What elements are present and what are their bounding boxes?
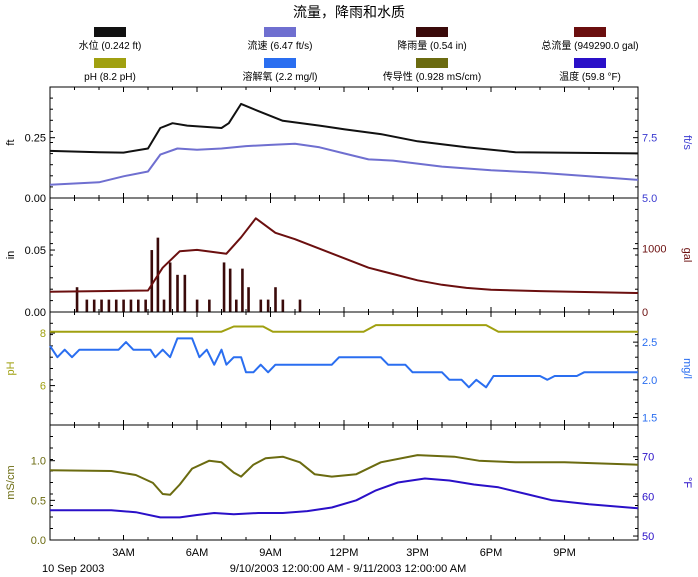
left-axis-label: pH — [5, 361, 17, 375]
legend-label: 总流量 (949290.0 gal) — [541, 39, 638, 52]
rain-bar — [162, 299, 166, 312]
rain-bar — [259, 299, 263, 312]
rain-bar — [266, 299, 270, 312]
legend-label: 流速 (6.47 ft/s) — [247, 39, 312, 52]
rain-bar — [85, 299, 89, 312]
date-label: 10 Sep 2003 — [42, 563, 104, 575]
right-tick-label: 60 — [642, 491, 654, 503]
left-tick-label: 0.05 — [25, 245, 46, 257]
right-tick-label: 1000 — [642, 244, 666, 256]
left-axis-label: in — [5, 251, 17, 260]
chart-title: 流量，降雨和水质 — [293, 4, 405, 20]
left-tick-label: 8 — [40, 328, 46, 340]
rain-bar — [100, 299, 103, 312]
legend-label: 温度 (59.8 °F) — [559, 70, 621, 83]
legend: 水位 (0.242 ft) 流速 (6.47 ft/s) 降雨量 (0.54 in)… — [79, 27, 639, 83]
range-label: 9/10/2003 12:00:00 AM - 9/11/2003 12:00:… — [230, 563, 466, 575]
legend-swatch — [264, 27, 296, 37]
legend-swatch — [416, 58, 448, 68]
rain-bar — [235, 299, 238, 312]
right-tick-label: 5.0 — [642, 193, 657, 205]
right-axis-label: °F — [681, 477, 693, 488]
rain-bar — [150, 250, 154, 312]
right-tick-label: 0 — [642, 307, 648, 319]
right-tick-label: 1.5 — [642, 412, 657, 424]
series-line-温度 — [50, 477, 639, 519]
x-tick-label: 3PM — [406, 547, 429, 559]
panel-frame — [49, 197, 639, 313]
left-axis-label: ft — [5, 139, 17, 145]
legend-swatch — [94, 27, 126, 37]
series-line-传导性 — [49, 454, 639, 496]
rain-bar — [298, 299, 302, 312]
panel-cond-temp: 0.0 0.5 1.0 50 60 70 mS/cm °F — [5, 424, 693, 547]
right-axis-label: gal — [681, 248, 693, 263]
rain-bar — [176, 274, 179, 312]
legend-label: 降雨量 (0.54 in) — [397, 39, 466, 52]
panel-frame — [49, 424, 639, 541]
series-line-总流量 — [49, 217, 639, 294]
legend-label: 溶解氧 (2.2 mg/l) — [242, 70, 317, 83]
left-tick-label: 0.0 — [31, 535, 46, 547]
left-tick-label: 0.00 — [25, 307, 46, 319]
rain-bar — [274, 287, 277, 312]
right-tick-label: 2.0 — [642, 375, 657, 387]
legend-label: pH (8.2 pH) — [84, 72, 136, 83]
x-tick-label: 9PM — [553, 547, 576, 559]
rain-bar — [281, 299, 285, 312]
left-tick-label: 6 — [40, 381, 46, 393]
rain-bar — [208, 299, 211, 312]
rain-bar — [92, 299, 96, 312]
right-tick-label: 7.5 — [642, 133, 657, 145]
rain-bar — [241, 268, 244, 312]
x-tick-label: 12PM — [330, 547, 359, 559]
rain-bar — [75, 287, 79, 312]
left-tick-label: 0.5 — [31, 495, 46, 507]
rain-bar — [107, 299, 111, 312]
rain-bar — [183, 274, 187, 312]
rain-bar — [144, 299, 147, 312]
right-tick-label: 50 — [642, 531, 654, 543]
rain-bar — [114, 299, 118, 312]
rain-bar — [195, 299, 199, 312]
series-line-溶解氧 — [49, 337, 638, 389]
series-line-水位 — [49, 102, 639, 155]
x-tick-label: 3AM — [112, 547, 135, 559]
x-axis: 3AM 6AM 9AM 12PM 3PM 6PM 9PM — [112, 547, 576, 559]
right-axis-label: mg/l — [681, 358, 693, 379]
series-line-pH — [50, 324, 638, 333]
panel-frame — [49, 86, 639, 199]
legend-swatch — [94, 58, 126, 68]
legend-swatch — [574, 58, 606, 68]
rain-bar — [129, 299, 133, 312]
x-tick-label: 6PM — [480, 547, 503, 559]
panel-ph-do: 6 8 1.5 2.0 2.5 pH mg/l — [5, 311, 693, 426]
left-tick-label: 0.00 — [25, 193, 46, 205]
legend-label: 传导性 (0.928 mS/cm) — [383, 70, 481, 83]
rain-bar — [122, 299, 125, 312]
left-tick-label: 0.25 — [25, 133, 46, 145]
rain-bar — [168, 262, 172, 312]
x-tick-label: 9AM — [259, 547, 282, 559]
rain-bar — [247, 287, 250, 312]
left-axis-label: mS/cm — [5, 465, 17, 499]
rain-bar — [228, 268, 232, 312]
legend-swatch — [416, 27, 448, 37]
panel-rain-flow: 0.00 0.05 0 1000 in gal — [5, 197, 693, 319]
right-axis-label: ft/s — [681, 135, 693, 150]
right-tick-label: 70 — [642, 452, 654, 464]
legend-swatch — [264, 58, 296, 68]
rain-bar — [137, 299, 140, 312]
x-tick-label: 6AM — [186, 547, 209, 559]
left-tick-label: 1.0 — [31, 456, 46, 468]
right-tick-label: 2.5 — [642, 337, 657, 349]
panel-frame — [49, 311, 639, 426]
legend-label: 水位 (0.242 ft) — [79, 39, 142, 52]
series-line-流速 — [49, 142, 639, 186]
legend-swatch — [574, 27, 606, 37]
rain-bar — [222, 262, 226, 312]
panel-level-velocity: 0.00 0.25 5.0 7.5 ft ft/s — [5, 86, 693, 205]
